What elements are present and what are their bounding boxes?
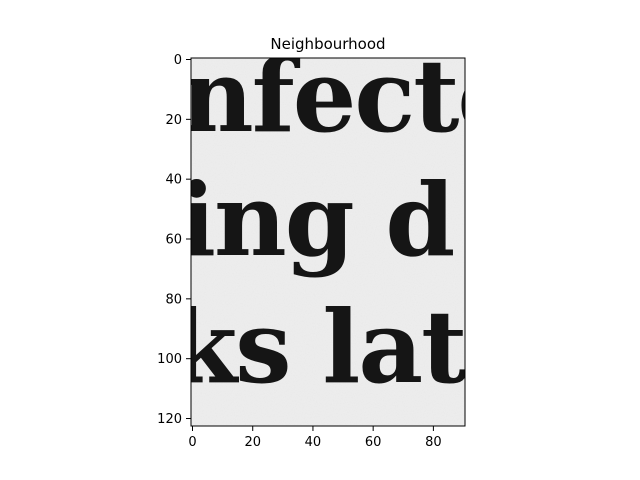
- y-tick-label: 0: [174, 53, 182, 68]
- axes-frame: [190, 57, 466, 427]
- scanned-text: nfecte ing d ks lat: [168, 37, 519, 406]
- y-tick-label: 100: [157, 352, 182, 367]
- plot-title: Neighbourhood: [270, 35, 385, 53]
- text-line-1: nfecte: [181, 37, 519, 155]
- x-tick-label: 0: [188, 435, 196, 450]
- image-panel: nfecte ing d ks lat: [168, 37, 519, 426]
- y-tick-label: 60: [165, 233, 182, 248]
- y-tick-label: 20: [165, 113, 182, 128]
- y-tick-label: 120: [157, 412, 182, 427]
- y-tick-label: 40: [165, 173, 182, 188]
- x-tick-label: 20: [244, 435, 261, 450]
- text-line-3: ks lat: [168, 288, 467, 406]
- x-axis: 0 20 40 60 80: [188, 426, 442, 450]
- y-tick-label: 80: [165, 292, 182, 307]
- x-tick-label: 40: [305, 435, 322, 450]
- x-tick-label: 80: [425, 435, 442, 450]
- text-line-2: ing d: [178, 161, 453, 279]
- paper-background: [191, 58, 465, 426]
- x-tick-label: 60: [365, 435, 382, 450]
- y-axis: 0 20 40 60 80 100 120: [157, 53, 191, 427]
